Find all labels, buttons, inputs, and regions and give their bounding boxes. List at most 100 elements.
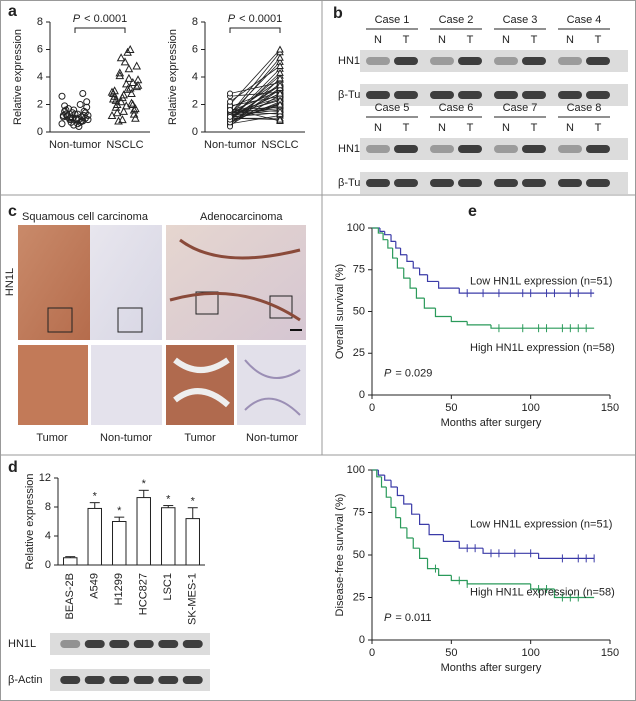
x-tick-label: 100 xyxy=(521,402,539,414)
lane-label: N xyxy=(438,122,446,134)
blot-band xyxy=(558,57,582,65)
survival-step xyxy=(406,527,414,539)
lane-label: N xyxy=(374,122,382,134)
blot-band xyxy=(458,57,482,65)
case-label: Case 3 xyxy=(503,14,538,26)
blot-band xyxy=(586,179,610,187)
significance: * xyxy=(191,496,196,508)
point xyxy=(276,45,284,53)
point xyxy=(227,98,233,105)
blot-band xyxy=(458,179,482,187)
pair-line xyxy=(229,109,281,112)
ihc-title: Squamous cell carcinoma xyxy=(22,211,149,223)
ihc-image xyxy=(18,345,88,425)
pair-line xyxy=(229,86,281,108)
x-axis-label: Months after surgery xyxy=(441,662,542,674)
lane-label: N xyxy=(438,34,446,46)
significance: * xyxy=(142,478,147,490)
pair-line xyxy=(229,117,281,121)
legend-entry: High HN1L expression (n=58) xyxy=(470,342,615,354)
point xyxy=(76,101,84,108)
x-tick-label: LSC1 xyxy=(162,573,174,601)
point xyxy=(79,90,87,97)
blot-band xyxy=(60,640,81,648)
survival-step xyxy=(409,278,417,289)
bar xyxy=(87,507,102,566)
point xyxy=(276,74,284,82)
blot-strip xyxy=(50,633,210,655)
point xyxy=(125,44,135,53)
survival-step xyxy=(377,228,384,234)
survival-step xyxy=(438,281,460,289)
survival-step xyxy=(426,274,439,283)
x-tick-label: BEAS-2B xyxy=(64,573,76,619)
ihc-caption: Non-tumor xyxy=(246,432,298,444)
case-label: Case 8 xyxy=(567,102,602,114)
y-tick-label: 4 xyxy=(37,71,43,83)
significance: * xyxy=(117,505,122,517)
blot-row-label: β-Actin xyxy=(8,674,42,686)
case-label: Case 1 xyxy=(375,14,410,26)
tissue xyxy=(173,357,230,408)
significance: * xyxy=(93,491,98,503)
y-tick-label: 25 xyxy=(353,591,365,603)
zoom-box xyxy=(117,307,143,333)
ihc-image xyxy=(237,345,306,425)
point xyxy=(107,87,117,96)
pair-line xyxy=(229,108,281,122)
y-tick-label: 50 xyxy=(353,305,365,317)
survival-step xyxy=(434,308,452,318)
point xyxy=(276,100,284,108)
x-tick-label: NSCLC xyxy=(261,139,298,151)
blot-band xyxy=(394,57,418,65)
y-tick-label: 4 xyxy=(192,71,198,83)
ihc-image xyxy=(18,225,90,340)
point xyxy=(227,90,233,97)
y-tick-label: 100 xyxy=(347,222,365,234)
point xyxy=(125,83,135,92)
legend-entry: High HN1L expression (n=58) xyxy=(470,586,615,598)
point xyxy=(119,90,129,99)
point xyxy=(75,123,83,130)
blot-band xyxy=(366,91,390,99)
y-tick-label: 75 xyxy=(353,506,365,518)
ihc-image xyxy=(91,345,162,425)
lane-label: N xyxy=(374,34,382,46)
zoom-box xyxy=(269,295,293,319)
blot-row-label: HN1L xyxy=(8,638,36,650)
survival-step xyxy=(412,538,420,549)
survival-step xyxy=(466,580,531,585)
survival-step xyxy=(458,541,484,549)
point xyxy=(68,114,76,122)
p-symbol: P xyxy=(384,612,392,624)
point xyxy=(128,77,138,86)
survival-step xyxy=(379,228,385,232)
survival-step xyxy=(438,568,452,577)
legend-entry: Low HN1L expression (n=51) xyxy=(470,518,612,530)
point xyxy=(132,61,142,70)
survival-step xyxy=(390,480,398,488)
y-tick-label: 8 xyxy=(45,501,51,513)
x-tick-label: HCC827 xyxy=(138,573,150,615)
lane-label: T xyxy=(531,122,538,134)
y-tick-label: 25 xyxy=(353,347,365,359)
point xyxy=(276,61,284,69)
case-label: Case 2 xyxy=(439,14,474,26)
survival-step xyxy=(384,231,392,236)
bar xyxy=(63,557,78,566)
lane-label: T xyxy=(531,34,538,46)
survival-step xyxy=(406,254,414,262)
pair-line xyxy=(229,79,281,116)
lane-label: T xyxy=(403,34,410,46)
survival-step xyxy=(428,524,444,536)
lane-label: T xyxy=(403,122,410,134)
blot-band xyxy=(558,179,582,187)
p-symbol: P xyxy=(228,13,236,25)
y-tick-label: 2 xyxy=(192,98,198,110)
panel-label: c xyxy=(8,203,17,220)
y-tick-label: 75 xyxy=(353,264,365,276)
bar xyxy=(136,497,151,566)
blot-band xyxy=(494,57,518,65)
pair-line xyxy=(229,99,281,115)
y-tick-label: 0 xyxy=(359,634,365,646)
